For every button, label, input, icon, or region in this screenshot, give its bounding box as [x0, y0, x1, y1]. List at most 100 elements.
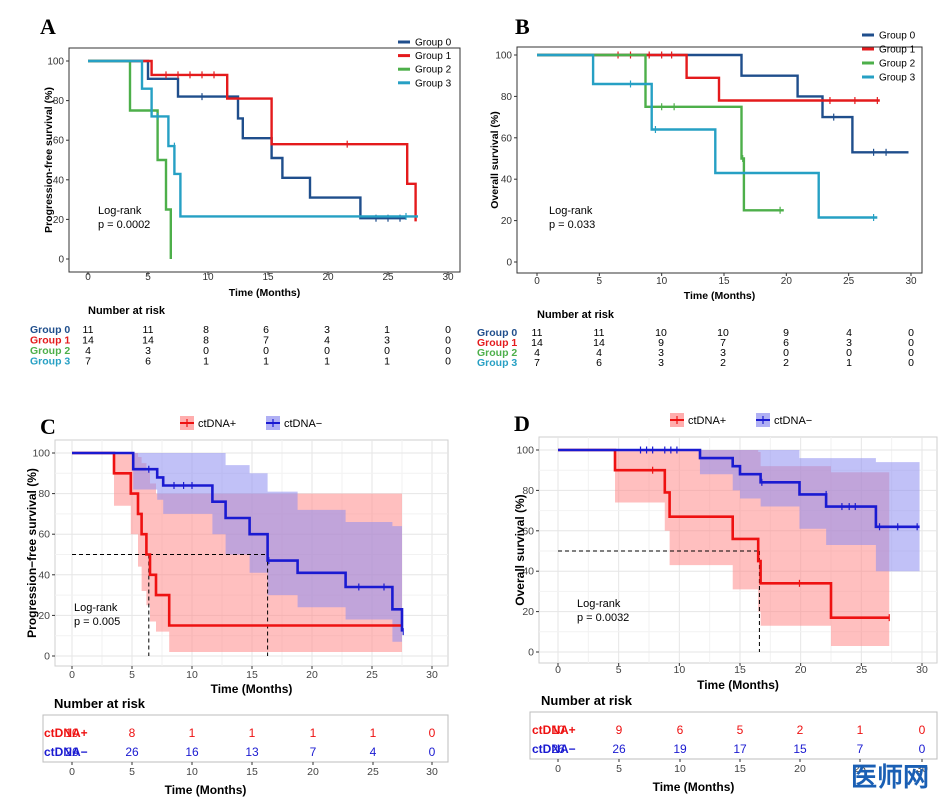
y-axis-title: Progression-free survival (%): [43, 87, 55, 233]
x-tick-label: 25: [382, 272, 394, 283]
plot-frame: [68, 47, 461, 273]
risk-x-tick-label: 15: [246, 766, 258, 778]
risk-table-cell: 4: [534, 347, 540, 359]
risk-table-cell: 9: [658, 337, 664, 349]
risk-x-tick-label: 15: [734, 763, 746, 775]
risk-table-cell: 1: [249, 726, 256, 740]
risk-table-group-name: ctDNA−: [44, 745, 88, 759]
risk-table-cell: 1: [384, 356, 390, 368]
curve-C-0: [72, 451, 402, 627]
x-tick-label: 25: [366, 669, 378, 681]
panel-A-label: A: [40, 14, 56, 39]
risk-table-cell: 0: [384, 345, 390, 357]
logrank-annotation: Log-rank: [98, 205, 142, 217]
risk-table-cell: 0: [783, 347, 789, 359]
x-tick-label: 0: [69, 669, 75, 681]
logrank-annotation: p = 0.0032: [577, 612, 629, 624]
risk-table-cell: 2: [797, 723, 804, 737]
x-tick-label: 5: [597, 276, 603, 287]
risk-table-group-name: Group 3: [477, 357, 517, 369]
risk-table-group-name: ctDNA−: [532, 742, 576, 756]
legend-entry: Group 2: [415, 65, 452, 76]
curve-A-3: [88, 59, 418, 218]
panel-B-label: B: [515, 14, 530, 39]
y-tick-label: 100: [516, 445, 534, 457]
risk-table-cell: 10: [655, 327, 667, 339]
risk-x-tick-label: 20: [307, 766, 319, 778]
x-tick-label: 5: [129, 669, 135, 681]
risk-table-cell: 26: [551, 742, 565, 756]
risk-table-cell: 14: [142, 335, 154, 347]
y-tick-label: 40: [501, 175, 513, 186]
risk-table-cell: 0: [429, 745, 436, 759]
x-tick-label: 5: [616, 664, 622, 676]
risk-table-cell: 4: [846, 327, 852, 339]
x-tick-label: 20: [795, 664, 807, 676]
ci-band-D-1: [558, 450, 920, 572]
risk-table-title: Number at risk: [88, 305, 166, 317]
risk-table-cell: 0: [919, 723, 926, 737]
risk-table-cell: 10: [65, 726, 79, 740]
risk-table-cell: 0: [203, 345, 209, 357]
risk-table-cell: 3: [846, 337, 852, 349]
risk-table-title: Number at risk: [537, 309, 615, 321]
risk-table-cell: 7: [534, 357, 540, 369]
risk-table-cell: 0: [263, 345, 269, 357]
risk-table-cell: 3: [658, 357, 664, 369]
risk-table-cell: 11: [143, 324, 154, 336]
risk-table-cell: 2: [720, 357, 726, 369]
risk-table-cell: 1: [857, 723, 864, 737]
logrank-annotation: Log-rank: [549, 205, 593, 217]
risk-x-tick-label: 5: [616, 763, 622, 775]
y-tick-label: 60: [53, 136, 65, 147]
x-tick-label: 15: [246, 669, 258, 681]
risk-table-cell: 0: [324, 345, 330, 357]
risk-table-cell: 0: [908, 327, 914, 339]
legend-entry: Group 0: [415, 38, 452, 49]
risk-x-tick-label: 10: [674, 763, 686, 775]
risk-table-cell: 1: [846, 357, 852, 369]
x-tick-label: 5: [145, 272, 151, 283]
x-tick-label: 25: [855, 664, 867, 676]
logrank-annotation: p = 0.033: [549, 219, 595, 231]
curve-B-0: [537, 53, 909, 154]
risk-table-cell: 6: [263, 324, 269, 336]
x-tick-label: 30: [442, 272, 454, 283]
risk-table-cell: 4: [85, 345, 91, 357]
x-tick-label: 10: [656, 276, 668, 287]
y-tick-label: 100: [47, 57, 64, 68]
plot-frame: [516, 46, 923, 274]
risk-x-tick-label: 10: [186, 766, 198, 778]
curve-C-1: [72, 451, 404, 632]
curve-B-2: [537, 53, 784, 212]
y-tick-label: 40: [522, 566, 534, 578]
x-tick-label: 10: [186, 669, 198, 681]
risk-table-group-name: ctDNA+: [532, 723, 576, 737]
risk-table-group-name: Group 0: [477, 327, 517, 339]
risk-table-cell: 17: [733, 742, 747, 756]
risk-x-tick-label: 25: [367, 766, 379, 778]
risk-table-group-name: Group 3: [30, 356, 70, 368]
x-tick-label: 20: [322, 272, 334, 283]
y-tick-label: 60: [38, 529, 50, 541]
legend-entry: ctDNA+: [198, 418, 236, 430]
y-tick-label: 0: [58, 255, 64, 266]
y-tick-label: 100: [495, 51, 512, 62]
risk-table-cell: 3: [324, 324, 330, 336]
risk-table-cell: 8: [203, 335, 209, 347]
y-tick-label: 80: [38, 488, 50, 500]
y-axis-title: Progression−free survival (%): [25, 468, 39, 638]
y-tick-label: 20: [53, 215, 65, 226]
risk-x-axis-title: Time (Months): [165, 783, 247, 797]
x-tick-label: 15: [718, 276, 730, 287]
legend-entry: Group 3: [879, 73, 916, 84]
x-axis-title: Time (Months): [211, 682, 293, 696]
risk-x-tick-label: 0: [69, 766, 75, 778]
risk-table-group-name: Group 2: [30, 345, 70, 357]
risk-table-cell: 3: [384, 335, 390, 347]
x-tick-label: 30: [916, 664, 928, 676]
y-tick-label: 20: [501, 216, 513, 227]
risk-table-title: Number at risk: [54, 696, 146, 711]
risk-table-cell: 14: [593, 337, 605, 349]
